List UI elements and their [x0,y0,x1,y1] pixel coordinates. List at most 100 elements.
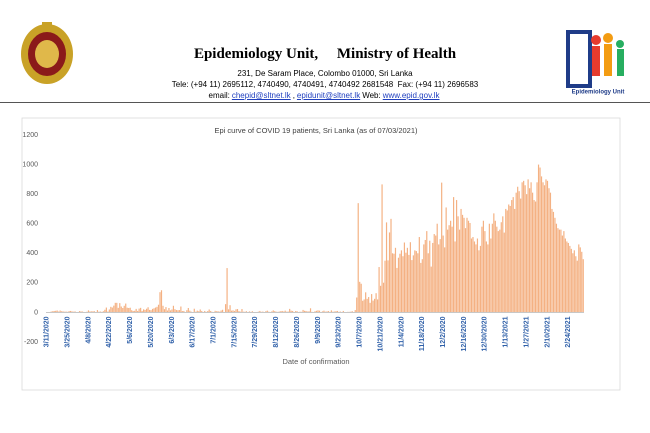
bar [245,311,248,313]
bar [375,293,377,313]
bar [238,311,240,313]
bar [429,240,431,313]
bar [68,311,70,313]
bar [102,311,104,313]
bar [339,311,341,313]
bar [490,238,492,313]
bar [172,305,175,313]
y-tick-label: 1000 [22,161,38,168]
bar [235,309,237,313]
bar [385,222,388,313]
link[interactable]: epidunit@sltnet.lk [296,91,361,100]
bar [120,306,122,313]
bar [390,218,392,313]
bar [365,292,367,313]
bar [530,182,532,313]
x-tick-label: 1/13/2021 [503,316,510,347]
link[interactable]: www.epid.gov.lk [382,91,440,100]
bar [472,237,474,313]
bar [171,309,173,313]
bar [476,238,479,313]
contact: email: chepid@sltnet.lk, epidunit@sltnet.l… [0,91,650,100]
bar [436,223,438,313]
bar [579,247,581,313]
bar [333,311,335,313]
bar [493,213,495,313]
bar [336,310,338,313]
bar [411,260,413,313]
bar [87,310,90,313]
bar [430,266,432,313]
x-tick-label: 2/24/2021 [565,316,572,347]
bar [374,298,376,313]
bar [394,247,397,313]
bar [455,200,458,313]
bar [387,260,389,313]
bar [233,310,236,313]
x-tick-label: 4/22/2020 [106,316,113,347]
bar [154,307,157,313]
bar [153,308,155,313]
x-tick-label: 1/27/2021 [523,316,530,347]
bar [216,311,218,313]
x-tick-label: 4/8/2020 [85,316,92,343]
bar [442,235,444,313]
x-tick-label: 7/29/2020 [252,316,259,347]
bar [368,297,370,313]
bar [126,307,128,313]
bar [105,307,107,313]
bar [441,182,443,313]
bar [53,310,55,313]
bar [193,308,195,313]
bar [542,182,544,313]
bar [108,309,110,313]
link[interactable]: chepid@sltnet.lk [231,91,291,100]
bar [135,308,137,313]
bar [165,307,167,313]
bar [208,309,210,313]
y-tick-label: 400 [26,250,38,257]
bar [485,241,487,313]
bar [527,179,529,313]
bar [354,310,356,313]
bar [467,220,470,313]
bar [497,231,499,313]
bar [511,200,513,313]
bar [71,311,73,313]
bar [274,311,276,313]
bar [531,192,534,313]
bar [65,311,67,313]
bar [450,220,452,313]
bar [400,250,403,313]
bar [414,250,416,313]
bar [435,235,437,313]
bar [265,311,267,313]
bar [287,311,289,313]
bar [314,311,316,313]
bar [393,253,395,313]
bar [131,310,133,313]
bar [529,188,531,313]
bar [289,308,291,313]
bar [418,237,420,313]
bar [107,311,109,313]
bar [89,311,91,313]
bar [163,309,166,313]
bar [448,225,450,313]
x-tick-label: 10/7/2020 [357,316,364,347]
contact-text: email: [208,91,230,100]
bar [226,268,228,313]
bar [317,310,319,313]
bar [222,309,224,313]
bar [360,283,362,313]
x-tick-label: 11/18/2020 [419,316,426,351]
bar [397,257,400,313]
bar [156,306,158,313]
bar [499,229,501,313]
bar [396,267,398,313]
bar [524,185,526,313]
bar [55,310,57,313]
bar [74,311,76,313]
bar [514,208,516,313]
